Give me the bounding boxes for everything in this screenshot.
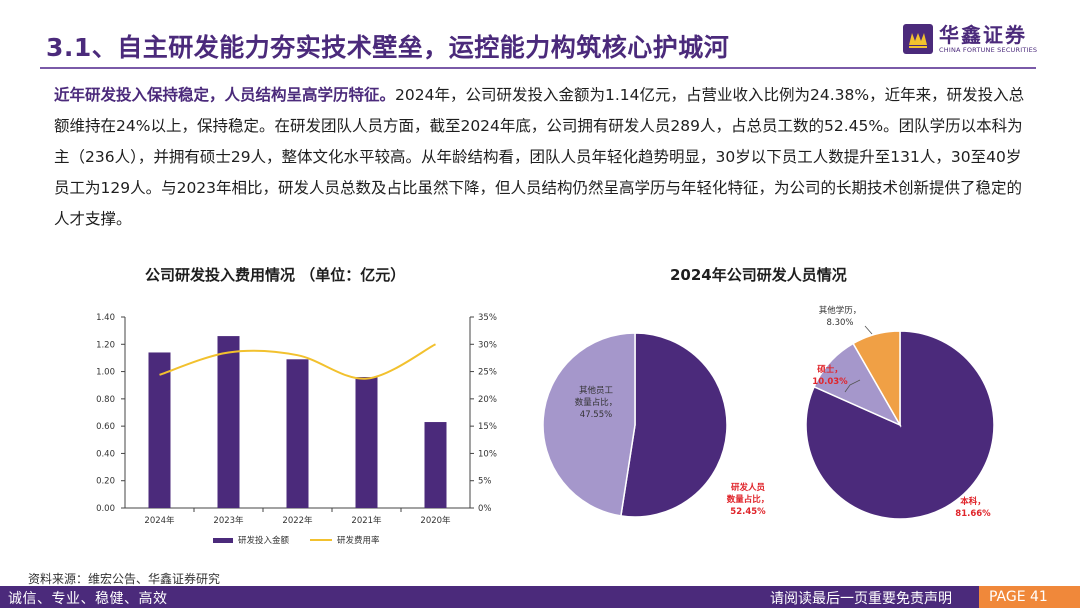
line-series (159, 343, 436, 380)
legend-swatch-bar (213, 538, 233, 543)
pie-slice (852, 330, 901, 428)
left-tick-label: 0.40 (96, 449, 115, 459)
header: 3.1、自主研发能力夯实技术壁垒，运控能力构筑核心护城河 华鑫证券 CHINA … (0, 0, 1080, 70)
pie-data-label: 8.30% (826, 318, 853, 328)
pie-data-label: 数量占比， (575, 397, 618, 408)
x-tick-label: 2023年 (213, 515, 244, 526)
bar (148, 352, 171, 508)
left-tick-label: 0.80 (96, 395, 115, 405)
pie-data-label: 其他学历， (819, 305, 862, 316)
pie-data-label: 其他员工 (579, 385, 614, 396)
paragraph-highlight: 近年研发投入保持稳定，人员结构呈高学历特征。 (54, 86, 396, 104)
page-title: 3.1、自主研发能力夯实技术壁垒，运控能力构筑核心护城河 (46, 33, 730, 62)
bar (286, 359, 309, 508)
pie-data-label: 数量占比， (727, 494, 770, 505)
right-tick-label: 30% (478, 340, 497, 350)
logo-emblem-icon (903, 24, 933, 54)
left-tick-label: 1.00 (96, 368, 115, 378)
pie-data-label: 47.55% (580, 410, 612, 420)
body-paragraph: 近年研发投入保持稳定，人员结构呈高学历特征。2024年，公司研发投入金额为1.1… (54, 80, 1034, 235)
footer-bar: 诚信、专业、稳健、高效 请阅读最后一页重要免责声明 PAGE 41 (0, 586, 1080, 608)
pie-data-label: 硕士， (817, 364, 843, 375)
x-tick-label: 2021年 (351, 515, 382, 526)
left-tick-label: 0.00 (96, 504, 115, 514)
left-tick-label: 1.40 (96, 313, 115, 323)
pie-data-label: 研发人员 (731, 482, 766, 493)
legend-label-bar: 研发投入金额 (238, 535, 290, 546)
left-tick-label: 1.20 (96, 340, 115, 350)
logo-name-cn: 华鑫证券 (939, 22, 1027, 47)
right-tick-label: 15% (478, 422, 497, 432)
bar (217, 336, 240, 508)
x-tick-label: 2024年 (144, 515, 175, 526)
title-divider (40, 67, 1036, 69)
source-note: 资料来源：维宏公告、华鑫证券研究 (28, 572, 221, 586)
rd-staff-chart: 研发人员数量占比，52.45%其他员工数量占比，47.55%本科，81.66%硕… (542, 305, 995, 520)
x-tick-label: 2020年 (420, 515, 451, 526)
left-tick-label: 0.60 (96, 422, 115, 432)
right-tick-label: 25% (478, 368, 497, 378)
pie-slice (542, 332, 636, 517)
pie-slice (805, 330, 995, 520)
bar (424, 422, 447, 508)
pie-data-label: 52.45% (730, 507, 766, 517)
chart-title-rd-expense: 公司研发投入费用情况 （单位：亿元） (145, 266, 406, 284)
legend-label-line: 研发费用率 (337, 535, 380, 546)
footer-slogan: 诚信、专业、稳健、高效 (8, 591, 168, 607)
bar (355, 377, 378, 508)
pie-leader-line (864, 325, 873, 335)
pie-data-label: 本科， (960, 496, 986, 507)
x-tick-label: 2022年 (282, 515, 313, 526)
pie-data-label: 10.03% (812, 377, 848, 387)
left-tick-label: 0.20 (96, 477, 115, 487)
pie-data-label: 81.66% (955, 509, 991, 519)
right-tick-label: 20% (478, 395, 497, 405)
rd-expense-chart: 0.00 0.20 0.40 0.60 0.80 1.00 1.20 1.40 0% 5% 10% 1… (96, 313, 497, 546)
brand-logo: 华鑫证券 CHINA FORTUNE SECURITIES (903, 20, 1037, 58)
pie-slice (620, 332, 728, 518)
chart-title-rd-staff: 2024年公司研发人员情况 (670, 266, 847, 284)
footer-disclaimer: 请阅读最后一页重要免责声明 (770, 591, 952, 607)
right-tick-label: 5% (478, 477, 492, 487)
right-tick-label: 0% (478, 504, 492, 514)
page-number: PAGE 41 (979, 586, 1080, 608)
right-tick-label: 35% (478, 313, 497, 323)
right-tick-label: 10% (478, 449, 497, 459)
logo-name-en: CHINA FORTUNE SECURITIES (939, 45, 1038, 54)
paragraph-text: 2024年，公司研发投入金额为1.14亿元，占营业收入比例为24.38%，近年来… (54, 86, 1025, 228)
pie-leader-line (844, 379, 861, 393)
